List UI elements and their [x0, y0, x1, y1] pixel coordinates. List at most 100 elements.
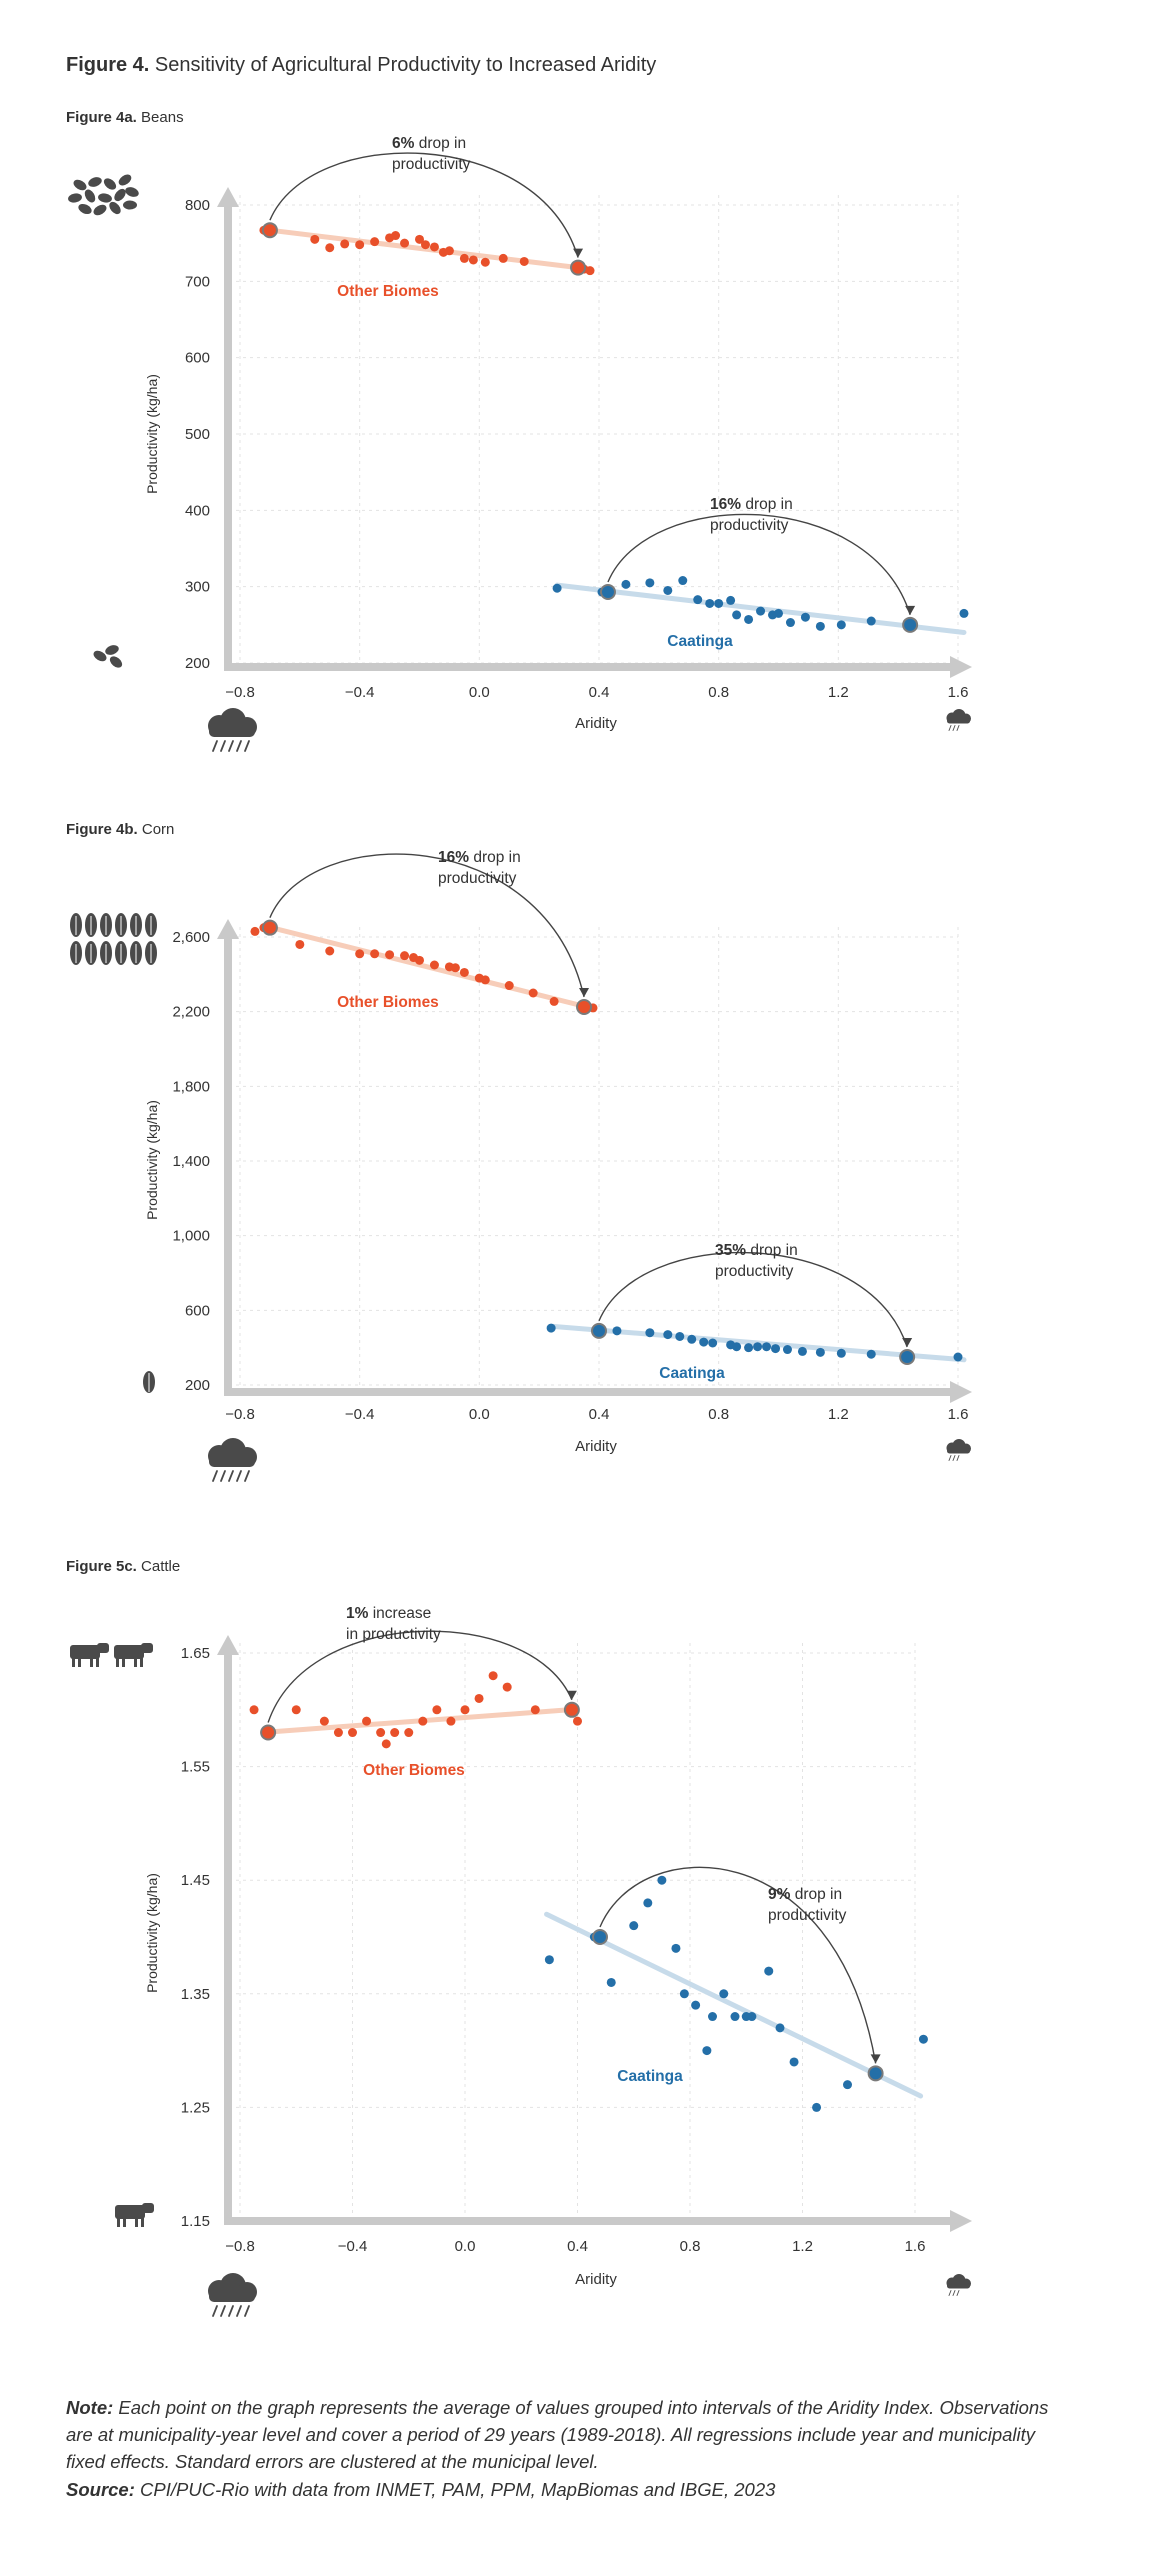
cloud-base: [209, 2291, 255, 2302]
change-arrow: [267, 1630, 573, 1723]
data-point: [460, 1705, 470, 1715]
bean-icon: [125, 187, 139, 197]
series-other-biomes: 16% drop in productivity Other Biomes: [250, 849, 598, 1015]
y-axis-label: Productivity (kg/ha): [144, 374, 160, 494]
data-point: [705, 598, 715, 608]
cow-head: [97, 1643, 109, 1653]
data-point: [744, 1343, 754, 1353]
panel-title-corn: Figure 4b. Corn: [66, 821, 174, 838]
highlight-marker: [591, 1322, 607, 1339]
x-tick-label: −0.4: [345, 684, 375, 701]
cow-leg: [141, 2218, 144, 2227]
data-point: [295, 939, 305, 949]
cow-leg: [123, 2218, 126, 2227]
rain-drop: [952, 2290, 956, 2296]
x-tick-label: 1.6: [948, 684, 969, 701]
figure-title-text: Sensitivity of Agricultural Productivity…: [154, 54, 657, 76]
y-tick-label: 1.15: [181, 2213, 210, 2230]
data-point: [645, 578, 655, 588]
x-tick-label: −0.8: [225, 684, 255, 701]
series-caatinga: 16% drop in productivity Caatinga: [552, 496, 969, 650]
bean-icon: [84, 189, 96, 203]
cow-leg: [134, 1658, 137, 1667]
change-text-line2: in productivity: [346, 1626, 441, 1643]
x-tick-label: 1.2: [828, 684, 849, 701]
change-arrowhead: [870, 2054, 881, 2064]
y-tick-label: 500: [185, 426, 210, 443]
cow-leg: [122, 1658, 125, 1667]
cattle-single-icon: [115, 2203, 154, 2227]
data-point: [355, 240, 365, 250]
panel-label: Figure 5c.: [66, 1558, 137, 1575]
y-tick-label: 800: [185, 197, 210, 214]
highlight-marker: [563, 1701, 580, 1718]
bean-icon: [98, 193, 112, 203]
data-point: [432, 1705, 442, 1715]
data-point: [348, 1728, 357, 1738]
highlight-marker: [902, 616, 919, 633]
data-point: [774, 608, 783, 618]
cow-leg: [90, 1658, 93, 1667]
rain-drop: [956, 725, 960, 731]
rain-drop: [228, 2305, 234, 2317]
y-tick-label: 200: [185, 1377, 210, 1394]
data-point: [404, 1728, 414, 1738]
change-arrow: [269, 152, 579, 258]
cow-leg: [78, 1658, 81, 1667]
grid: [236, 927, 959, 1388]
y-axis-label: Productivity (kg/ha): [144, 1873, 160, 1993]
note-label: Note:: [66, 2397, 114, 2418]
cow-leg: [117, 2218, 120, 2227]
change-arrowhead: [905, 605, 916, 615]
y-axis-label: Productivity (kg/ha): [144, 1100, 160, 1220]
data-point: [552, 583, 562, 593]
y-axis-arrowhead: [217, 919, 239, 939]
note-text: Each point on the graph represents the a…: [66, 2397, 1049, 2472]
data-point: [585, 266, 595, 276]
highlight-marker: [599, 584, 616, 601]
bean-icon: [88, 177, 102, 187]
highlight-marker: [899, 1349, 916, 1365]
cloud-base: [947, 1448, 970, 1454]
cloud-base: [209, 1456, 255, 1467]
panel-title-beans: Figure 4a. Beans: [66, 109, 184, 126]
data-point: [528, 988, 538, 998]
data-point: [362, 1716, 372, 1726]
highlight-marker: [576, 999, 593, 1015]
x-tick-label: 0.8: [708, 684, 729, 701]
data-point: [573, 1716, 582, 1726]
x-tick-label: 1.2: [792, 2238, 813, 2255]
series-label: Caatinga: [667, 633, 733, 650]
data-point: [732, 610, 742, 620]
y-tick-label: 1.45: [181, 1872, 210, 1889]
figure-label: Figure 4.: [66, 54, 150, 76]
data-point: [429, 960, 439, 970]
source-label: Source:: [66, 2479, 135, 2500]
change-text: drop in: [746, 1242, 798, 1259]
change-annotation: 9% drop in productivity: [768, 1886, 847, 1924]
data-point: [504, 981, 514, 991]
data-point: [429, 242, 439, 252]
x-axis-arrowhead: [950, 656, 972, 678]
data-point: [474, 1693, 484, 1703]
fit-line: [260, 1707, 572, 1736]
data-point: [459, 967, 469, 977]
bean-icon: [109, 656, 123, 668]
y-tick-label: 600: [185, 350, 210, 367]
data-point: [488, 1671, 498, 1681]
data-point: [789, 2057, 799, 2067]
data-point: [836, 620, 846, 630]
data-point: [446, 1716, 456, 1726]
y-tick-label: 1,000: [172, 1228, 210, 1245]
change-annotation: 1% increase in productivity: [346, 1605, 441, 1643]
change-text-line2: productivity: [438, 870, 517, 887]
data-point: [291, 1705, 301, 1715]
data-point: [418, 1716, 428, 1726]
change-value: 9%: [768, 1886, 791, 1903]
bean-icon: [105, 645, 119, 655]
cow-head: [141, 1643, 153, 1653]
data-point: [606, 1977, 616, 1987]
bean-icon: [93, 204, 107, 216]
y-tick-label: 700: [185, 273, 210, 290]
chart-corn: 200 600 1,000 1,400 1,800 2,200 2,600 −0.8 −0.4 0…: [70, 849, 972, 1482]
